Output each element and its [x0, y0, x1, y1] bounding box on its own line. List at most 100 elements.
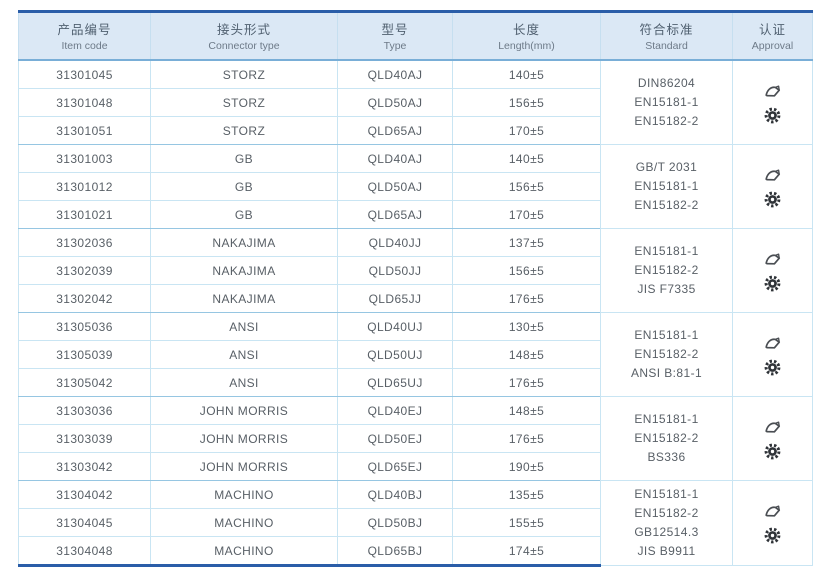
header-en: Length(mm)	[498, 40, 555, 52]
column-header-item-code: 产品编号 Item code	[18, 10, 151, 61]
model-cell: QLD65BJ	[337, 536, 453, 567]
standard-line: EN15182-2	[634, 347, 699, 361]
connector-type-cell: ANSI	[150, 368, 338, 397]
item-code-cell: 31304042	[18, 480, 151, 509]
model-cell: QLD50BJ	[337, 508, 453, 537]
table-row: 31301003 GB QLD40AJ 140±5 GB/T 2031 EN151…	[18, 144, 813, 229]
model-cell: QLD50AJ	[337, 172, 453, 201]
length-cell: 140±5	[452, 60, 601, 89]
standard-line: EN15181-1	[634, 95, 699, 109]
standard-line: ANSI B:81-1	[630, 366, 703, 380]
standard-line: GB12514.3	[634, 525, 699, 539]
length-cell: 170±5	[452, 116, 601, 145]
header-zh: 产品编号	[57, 23, 112, 37]
approval-icons	[733, 313, 812, 396]
model-cell: QLD50JJ	[337, 256, 453, 285]
standard-line: EN15182-2	[634, 431, 699, 445]
connector-type-cell: ANSI	[150, 340, 338, 369]
certificate-swoosh-icon	[763, 250, 783, 266]
standard-line: EN15182-2	[634, 198, 699, 212]
standard-line: EN15181-1	[634, 412, 699, 426]
header-en: Item code	[61, 40, 108, 52]
rosette-seal-icon	[764, 527, 781, 544]
connector-type-cell: JOHN MORRIS	[150, 396, 338, 425]
header-zh: 符合标准	[639, 23, 694, 37]
item-code-cell: 31305039	[18, 340, 151, 369]
connector-type-cell: MACHINO	[150, 536, 338, 567]
length-cell: 176±5	[452, 284, 601, 313]
header-zh: 型号	[381, 23, 409, 37]
standard-line: EN15182-2	[634, 114, 699, 128]
model-cell: QLD40EJ	[337, 396, 453, 425]
item-code-cell: 31302039	[18, 256, 151, 285]
approval-cell	[732, 480, 813, 566]
certificate-swoosh-icon	[763, 418, 783, 434]
standards-cell: DIN86204 EN15181-1 EN15182-2	[600, 60, 733, 145]
connector-type-cell: STORZ	[150, 88, 338, 117]
item-code-cell: 31303042	[18, 452, 151, 481]
connector-type-cell: NAKAJIMA	[150, 256, 338, 285]
connector-type-cell: NAKAJIMA	[150, 228, 338, 257]
approval-cell	[732, 396, 813, 481]
table-body: 31301045 STORZ QLD40AJ 140±5 DIN86204 EN1…	[18, 60, 813, 567]
length-cell: 170±5	[452, 200, 601, 229]
connector-type-cell: MACHINO	[150, 480, 338, 509]
item-code-cell: 31304045	[18, 508, 151, 537]
table-row: 31301012 GB QLD50AJ 156±5	[18, 172, 813, 201]
length-cell: 155±5	[452, 508, 601, 537]
certificate-swoosh-icon	[763, 502, 783, 518]
model-cell: QLD50EJ	[337, 424, 453, 453]
item-code-cell: 31303036	[18, 396, 151, 425]
approval-icons	[733, 61, 812, 144]
length-cell: 130±5	[452, 312, 601, 341]
standards-cell: EN15181-1 EN15182-2 ANSI B:81-1	[600, 312, 733, 397]
header-zh: 认证	[758, 23, 786, 37]
table-row: 31304048 MACHINO QLD65BJ 174±5	[18, 536, 813, 567]
header-en: Standard	[645, 40, 688, 52]
model-cell: QLD50UJ	[337, 340, 453, 369]
item-code-cell: 31301012	[18, 172, 151, 201]
length-cell: 137±5	[452, 228, 601, 257]
length-cell: 176±5	[452, 368, 601, 397]
column-header-approval: 认证 Approval	[732, 10, 813, 61]
approval-cell	[732, 60, 813, 145]
connector-type-cell: GB	[150, 200, 338, 229]
item-code-cell: 31305036	[18, 312, 151, 341]
table-row: 31304045 MACHINO QLD50BJ 155±5	[18, 508, 813, 537]
certificate-swoosh-icon	[763, 166, 783, 182]
table-row: 31303039 JOHN MORRIS QLD50EJ 176±5	[18, 424, 813, 453]
connector-type-cell: GB	[150, 144, 338, 173]
standard-line: EN15182-2	[634, 263, 699, 277]
length-cell: 148±5	[452, 340, 601, 369]
certificate-swoosh-icon	[763, 82, 783, 98]
approval-icons	[733, 229, 812, 312]
model-cell: QLD40BJ	[337, 480, 453, 509]
approval-icons	[733, 397, 812, 480]
item-code-cell: 31301045	[18, 60, 151, 89]
connector-type-cell: ANSI	[150, 312, 338, 341]
standard-line: BS336	[647, 450, 686, 464]
table-row: 31301021 GB QLD65AJ 170±5	[18, 200, 813, 229]
item-code-cell: 31305042	[18, 368, 151, 397]
connector-type-cell: JOHN MORRIS	[150, 452, 338, 481]
length-cell: 176±5	[452, 424, 601, 453]
table-row: 31303036 JOHN MORRIS QLD40EJ 148±5 EN151…	[18, 396, 813, 481]
table-header: 产品编号 Item code 接头形式 Connector type 型号 Ty…	[18, 10, 813, 61]
model-cell: QLD40AJ	[337, 60, 453, 89]
table-row: 31302039 NAKAJIMA QLD50JJ 156±5	[18, 256, 813, 285]
standards-cell: EN15181-1 EN15182-2 GB12514.3 JIS B9911	[600, 480, 733, 566]
standard-line: EN15181-1	[634, 244, 699, 258]
model-cell: QLD65AJ	[337, 200, 453, 229]
length-cell: 156±5	[452, 172, 601, 201]
model-cell: QLD40JJ	[337, 228, 453, 257]
rosette-seal-icon	[764, 191, 781, 208]
table-row: 31305036 ANSI QLD40UJ 130±5 EN15181-1 EN1…	[18, 312, 813, 397]
standard-line: EN15182-2	[634, 506, 699, 520]
standard-line: EN15181-1	[634, 487, 699, 501]
approval-cell	[732, 144, 813, 229]
length-cell: 156±5	[452, 256, 601, 285]
rosette-seal-icon	[764, 275, 781, 292]
approval-cell	[732, 312, 813, 397]
table-row: 31302036 NAKAJIMA QLD40JJ 137±5 EN15181-…	[18, 228, 813, 313]
standards-cell: EN15181-1 EN15182-2 BS336	[600, 396, 733, 481]
